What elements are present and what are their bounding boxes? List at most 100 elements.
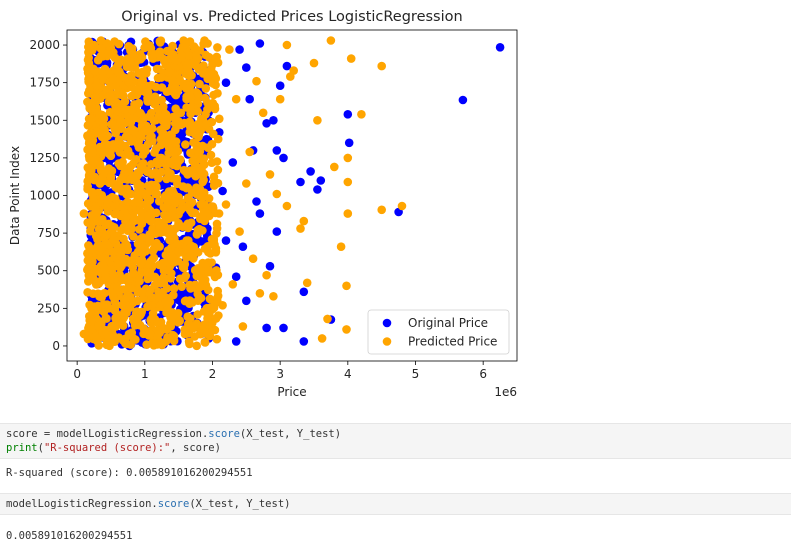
data-point [136,108,145,118]
data-point [137,53,147,62]
data-point [184,337,194,346]
data-point [143,302,152,312]
data-point [121,339,131,349]
data-point [149,116,159,125]
data-point [140,43,149,53]
data-point [299,287,309,297]
data-point [163,68,173,77]
data-point [265,170,275,179]
data-point [114,183,124,193]
data-point [159,203,169,212]
data-point [144,259,153,269]
data-point [343,209,353,218]
data-point [255,209,265,218]
data-point [124,188,133,198]
data-point [195,282,205,292]
data-point [118,300,127,310]
output-text: 0.005891016200294551 [6,530,133,542]
data-point [106,337,115,346]
data-point [221,236,231,245]
data-point [210,325,220,335]
data-point [139,159,148,168]
code-cell-2[interactable]: modelLogisticRegression.score(X_test, Y_… [0,493,791,515]
data-point [186,218,196,227]
data-point [198,141,207,151]
data-point [209,234,219,244]
data-point [130,321,140,330]
data-point [138,233,147,242]
data-point [162,119,171,128]
data-point [120,307,129,317]
data-point [166,130,175,139]
data-point [147,314,157,323]
data-point [213,286,222,296]
data-point [162,174,171,184]
data-point [152,339,161,349]
data-point [156,73,166,82]
data-point [168,112,178,122]
data-point [242,63,251,72]
data-point [209,90,218,100]
data-point [114,39,124,49]
data-point [209,69,219,79]
data-point [183,312,192,322]
data-point [88,148,97,157]
data-point [96,51,106,61]
data-point [191,51,200,60]
legend-marker [382,318,392,328]
data-point [147,180,156,190]
data-point [245,94,254,104]
data-point [343,110,353,119]
data-point [196,169,206,179]
y-tick-label: 750 [37,226,60,240]
data-point [102,39,112,48]
data-point [156,125,166,135]
data-point [282,61,292,71]
code-token: , score) [170,442,221,454]
y-tick-label: 2000 [29,38,60,52]
data-point [157,167,166,177]
data-point [213,43,222,52]
data-point [162,87,172,96]
y-tick-label: 1250 [29,151,60,165]
code-token: modelLogisticRegression. [6,498,158,510]
x-tick-label: 5 [412,367,420,381]
data-point [275,81,285,90]
code-token: score [208,428,240,440]
data-point [213,165,223,175]
data-point [215,114,224,124]
data-point [296,224,305,233]
data-point [342,325,351,334]
x-tick-label: 3 [276,367,284,381]
data-point [185,280,194,290]
data-point [213,134,223,144]
data-point [138,67,147,77]
data-point [163,246,173,255]
data-point [123,197,132,207]
data-point [210,101,219,111]
data-point [115,148,125,157]
data-point [153,104,163,114]
data-point [182,61,192,71]
code-line: print("R-squared (score):", score) [6,441,785,455]
output-cell-2: 0.005891016200294551 [0,529,791,543]
data-point [100,145,110,155]
data-point [117,226,126,235]
data-point [186,103,196,113]
data-point [148,226,157,236]
data-point [198,211,207,220]
data-point [202,329,211,339]
data-point [155,242,164,251]
data-point [163,302,172,312]
x-axis-label: Price [277,385,306,399]
data-point [165,273,175,283]
data-point [151,189,160,199]
code-cell-1[interactable]: score = modelLogisticRegression.score(X_… [0,423,791,459]
data-point [87,189,97,198]
data-point [207,158,217,167]
data-point [124,329,134,339]
data-point [238,242,248,251]
data-point [213,270,223,280]
data-point [495,43,505,52]
data-point [100,273,110,283]
